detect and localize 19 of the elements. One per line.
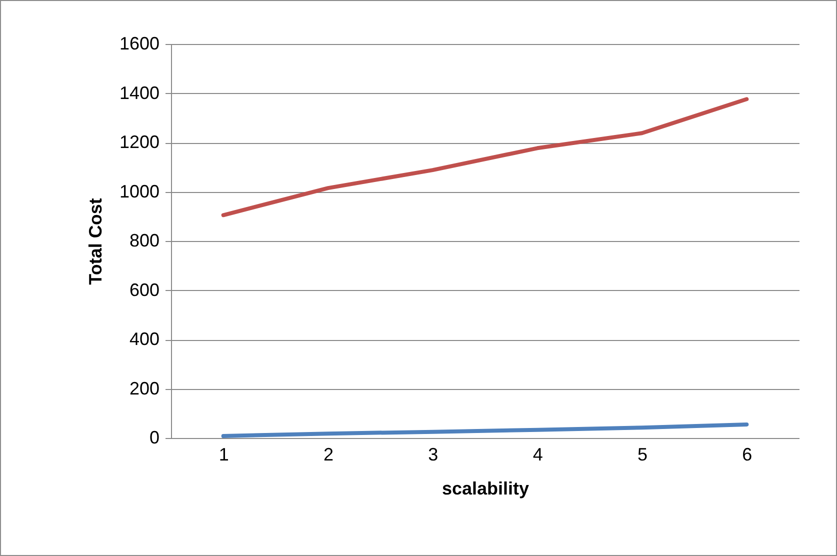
- y-tick-label: 200: [129, 378, 160, 398]
- y-tick-label: 400: [129, 329, 160, 349]
- x-tick-label: 4: [532, 444, 543, 464]
- y-tick-label: 800: [129, 230, 160, 250]
- x-tick-label: 1: [218, 444, 229, 464]
- y-tick-label: 600: [129, 280, 160, 300]
- y-tick-label: 0: [149, 428, 160, 448]
- line-series: [221, 422, 749, 438]
- x-tick-label: 5: [637, 444, 648, 464]
- line-series: [221, 97, 749, 218]
- y-tick-label: 1400: [119, 82, 160, 103]
- y-axis-title: Total Cost: [85, 198, 106, 285]
- y-tick-label: 1200: [119, 132, 160, 152]
- y-tick-label: 1000: [119, 181, 160, 202]
- y-tick-label: 1600: [119, 34, 160, 54]
- x-tick-label: 2: [323, 444, 334, 464]
- x-tick-label: 6: [742, 444, 752, 464]
- x-axis-title: scalability: [442, 478, 530, 498]
- x-tick-label: 3: [428, 444, 438, 464]
